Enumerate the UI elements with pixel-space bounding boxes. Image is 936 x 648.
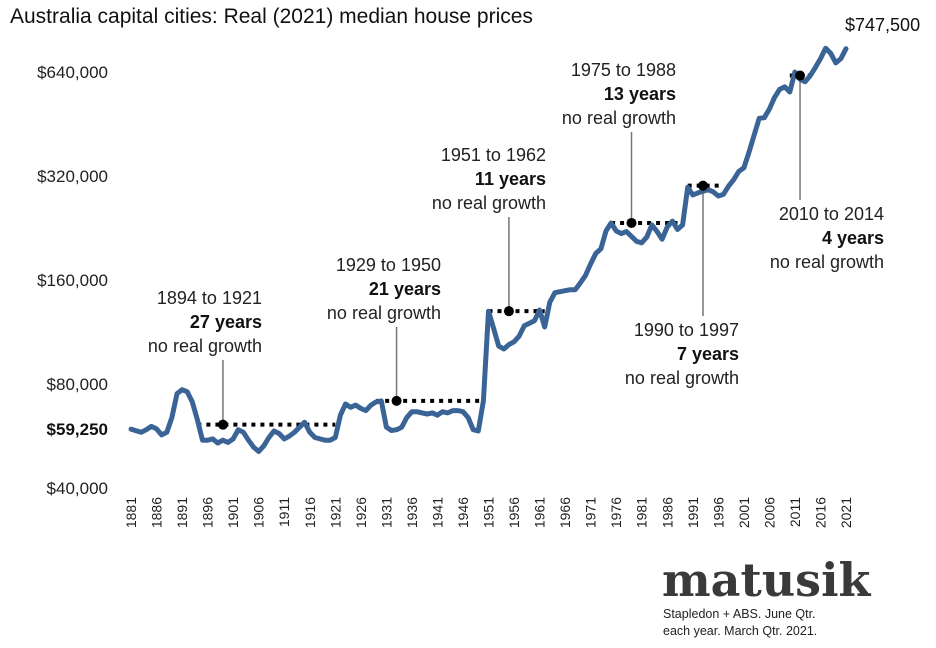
y-tick-label: $40,000 bbox=[47, 479, 108, 498]
annotation-marker-dot bbox=[391, 395, 402, 406]
annotation-marker-dot bbox=[217, 419, 228, 430]
annotation-range-label: 1951 to 1962 bbox=[441, 145, 546, 165]
x-tick-label: 1946 bbox=[455, 497, 471, 528]
annotation-note-label: no real growth bbox=[432, 193, 546, 213]
y-axis: $640,000 $320,000 $160,000 $80,000 $59,250 $4… bbox=[37, 63, 108, 498]
x-tick-label: 1926 bbox=[353, 497, 369, 528]
series-layer bbox=[128, 45, 849, 454]
x-tick-label: 2011 bbox=[787, 497, 803, 527]
x-tick-label: 1936 bbox=[404, 497, 420, 528]
x-tick-label: 1956 bbox=[506, 497, 522, 528]
annotation-marker-dot bbox=[626, 217, 637, 228]
x-tick-label: 1991 bbox=[685, 497, 701, 528]
annotation-range-label: 1929 to 1950 bbox=[336, 255, 441, 275]
annotation-note-label: no real growth bbox=[327, 303, 441, 323]
x-tick-label: 1891 bbox=[174, 497, 190, 528]
x-tick-label: 2021 bbox=[838, 497, 854, 528]
annotation-range-label: 1990 to 1997 bbox=[634, 320, 739, 340]
annotation-years-label: 4 years bbox=[822, 228, 884, 248]
x-tick-label: 2006 bbox=[761, 497, 777, 528]
annotation-note-label: no real growth bbox=[625, 368, 739, 388]
x-tick-label: 1921 bbox=[327, 497, 343, 528]
annotation-note-label: no real growth bbox=[562, 108, 676, 128]
x-tick-label: 1901 bbox=[225, 497, 241, 528]
price-series-line bbox=[128, 45, 849, 454]
x-tick-label: 1896 bbox=[200, 497, 216, 528]
x-tick-label: 1966 bbox=[557, 497, 573, 528]
annotation-marker-dot bbox=[698, 180, 708, 191]
x-tick-label: 1931 bbox=[378, 497, 394, 528]
annotation-range-label: 1894 to 1921 bbox=[157, 288, 262, 308]
x-tick-label: 1941 bbox=[429, 497, 445, 528]
x-tick-label: 1981 bbox=[634, 497, 650, 528]
source-note-line1: Stapledon + ABS. June Qtr. bbox=[663, 607, 816, 621]
annotation-marker-dot bbox=[503, 306, 514, 317]
x-tick-label: 1886 bbox=[149, 497, 165, 528]
x-tick-label: 1911 bbox=[276, 497, 292, 527]
x-tick-label: 1961 bbox=[532, 497, 548, 528]
annotation-range-label: 2010 to 2014 bbox=[779, 204, 884, 224]
y-tick-label: $160,000 bbox=[37, 271, 108, 290]
y-tick-label: $59,250 bbox=[47, 420, 108, 439]
x-tick-label: 1906 bbox=[251, 497, 267, 528]
annotation-years-label: 27 years bbox=[190, 312, 262, 332]
x-tick-label: 1916 bbox=[302, 497, 318, 528]
annotation-marker-dot bbox=[795, 70, 806, 81]
annotation-note-label: no real growth bbox=[770, 252, 884, 272]
x-tick-label: 2016 bbox=[812, 497, 828, 528]
x-tick-label: 1881 bbox=[123, 497, 139, 528]
x-tick-label: 1996 bbox=[710, 497, 726, 528]
x-tick-label: 1971 bbox=[583, 497, 599, 528]
end-value-label: $747,500 bbox=[845, 15, 920, 35]
y-tick-label: $640,000 bbox=[37, 63, 108, 82]
y-tick-label: $80,000 bbox=[47, 375, 108, 394]
x-tick-label: 2001 bbox=[736, 497, 752, 528]
matusik-logo: matusik bbox=[662, 553, 872, 607]
x-tick-label: 1976 bbox=[608, 497, 624, 528]
y-tick-label: $320,000 bbox=[37, 167, 108, 186]
chart-title: Australia capital cities: Real (2021) me… bbox=[10, 5, 533, 28]
x-axis: 1881 1886 1891 1896 1901 1906 1911 1916 1921 1926… bbox=[123, 497, 854, 528]
source-note-line2: each year. March Qtr. 2021. bbox=[663, 624, 817, 638]
annotation-markers bbox=[217, 70, 806, 430]
x-tick-label: 1951 bbox=[481, 497, 497, 528]
annotation-years-label: 21 years bbox=[369, 279, 441, 299]
annotation-labels: 1894 to 1921 27 years no real growth 1929 t… bbox=[148, 60, 884, 388]
annotation-years-label: 7 years bbox=[677, 344, 739, 364]
annotation-lines bbox=[197, 73, 811, 427]
annotation-years-label: 11 years bbox=[475, 169, 546, 189]
annotation-note-label: no real growth bbox=[148, 336, 262, 356]
annotation-years-label: 13 years bbox=[604, 84, 676, 104]
annotation-range-label: 1975 to 1988 bbox=[571, 60, 676, 80]
x-tick-label: 1986 bbox=[659, 497, 675, 528]
